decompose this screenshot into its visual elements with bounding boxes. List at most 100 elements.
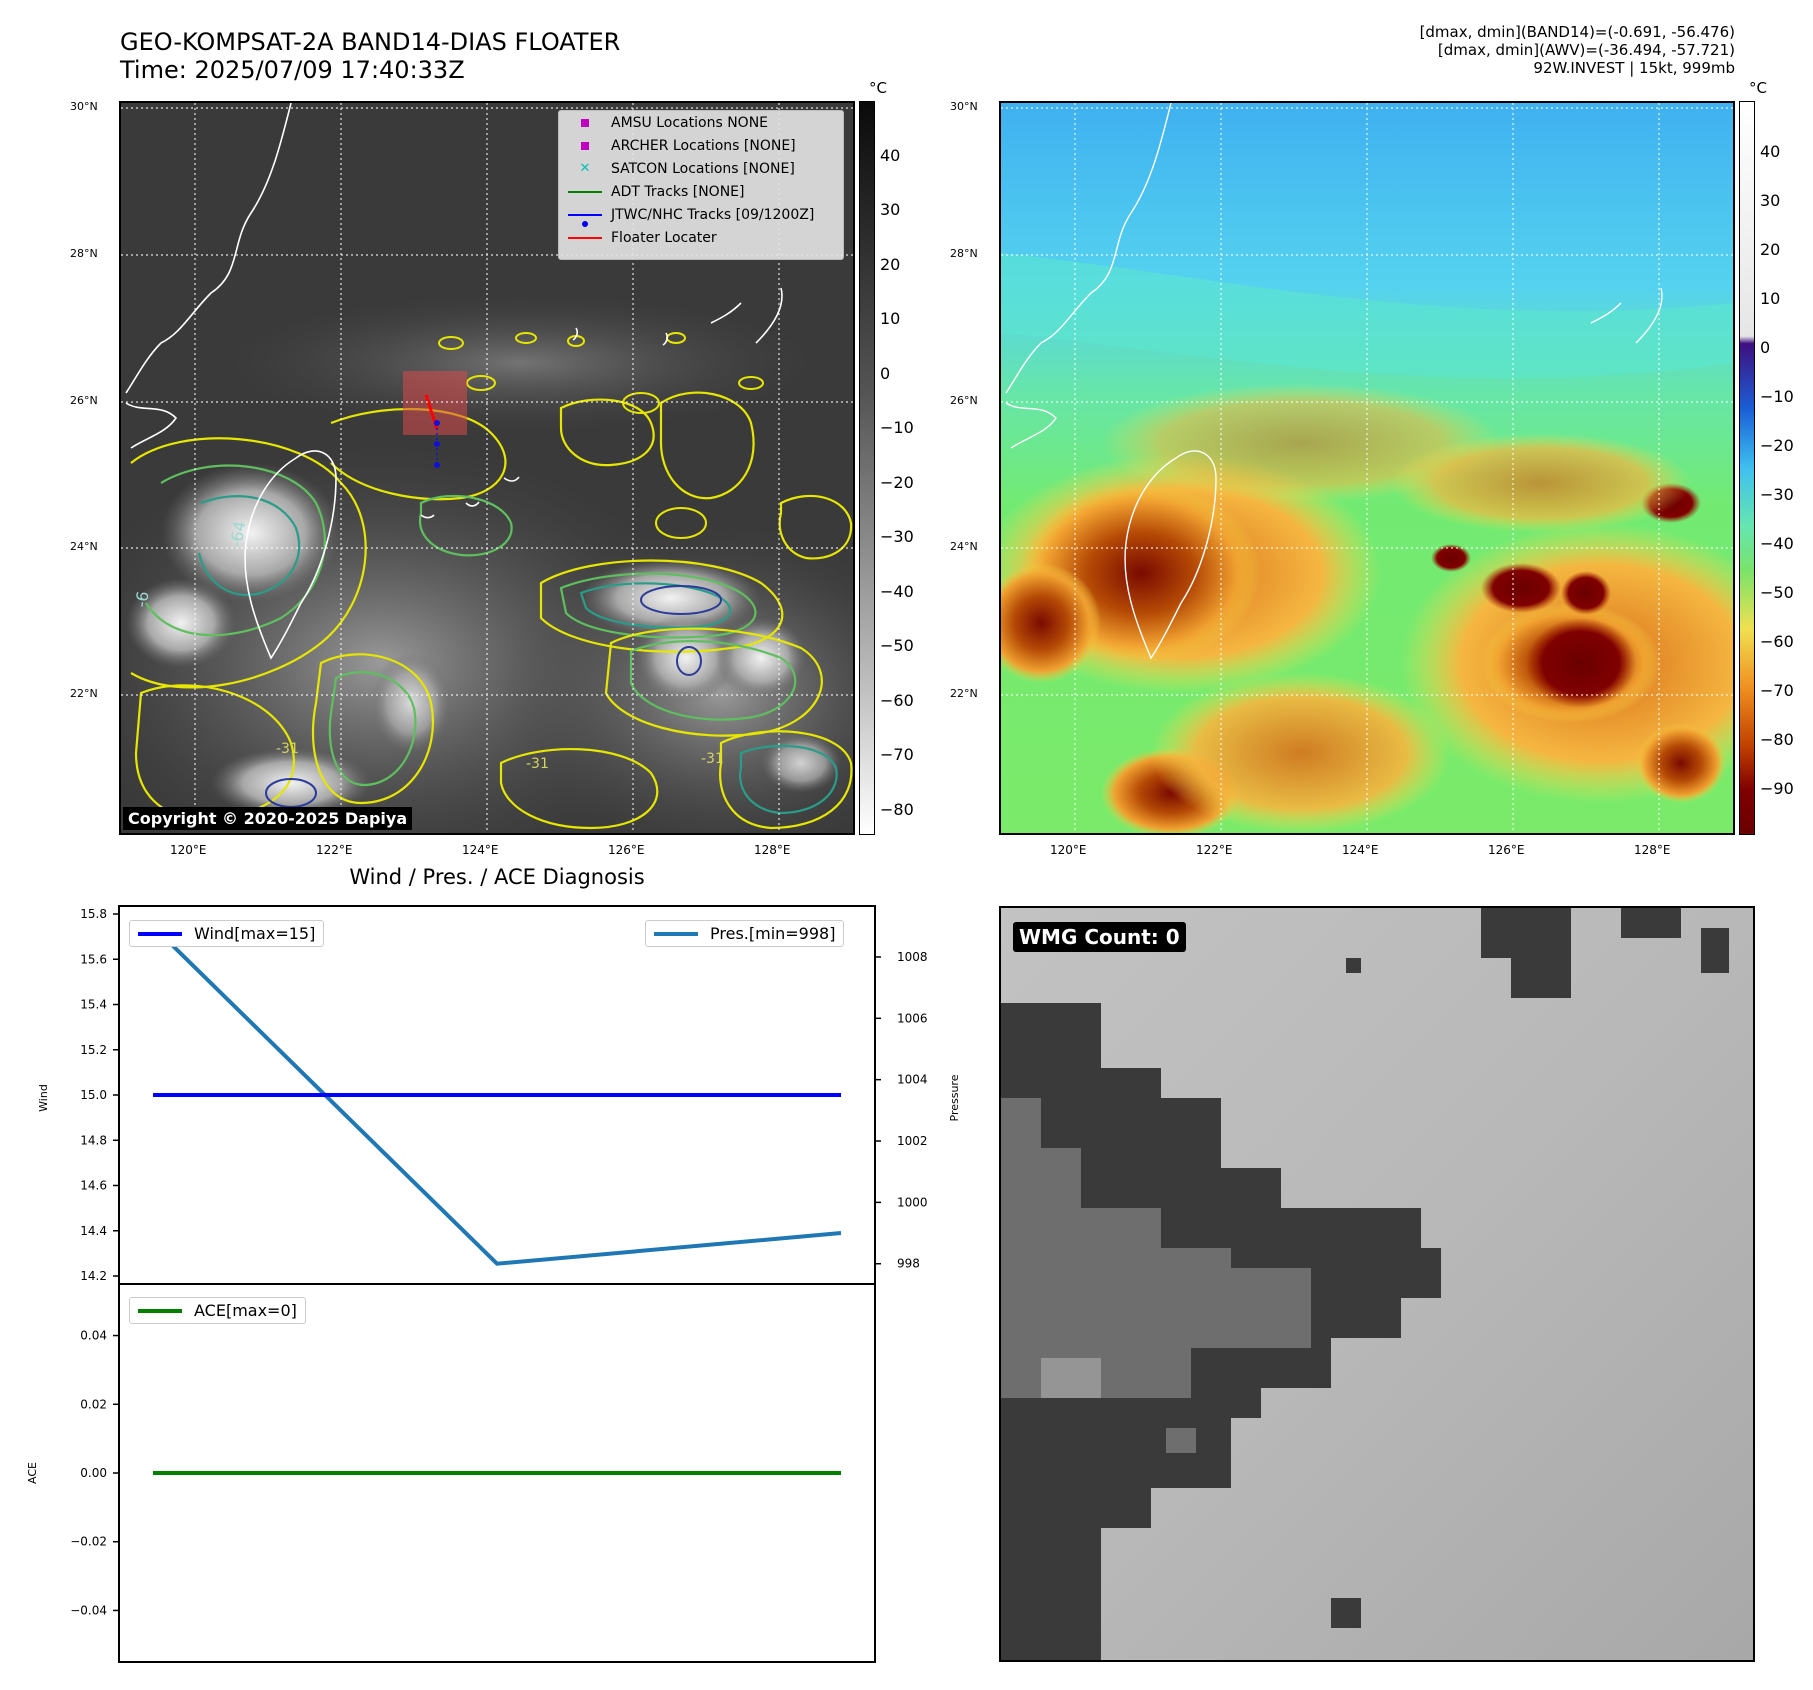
awv-lon-label: 126°E	[1488, 843, 1525, 857]
info-line-1: [dmax, dmin](BAND14)=(-0.691, -56.476)	[1419, 23, 1735, 41]
awv-colorbar-tick: 40	[1760, 142, 1781, 161]
wmg-image	[1001, 908, 1753, 1660]
awv-colorbar-unit: °C	[1749, 79, 1767, 97]
pres-line-icon	[654, 931, 698, 936]
ir-colorbar-tick: −80	[880, 800, 914, 819]
awv-colorbar-tick: −90	[1760, 779, 1794, 798]
awv-colorbar-tick: 0	[1760, 338, 1771, 357]
ir-colorbar-tick: −70	[880, 745, 914, 764]
contour-label: -31	[701, 751, 724, 767]
ace-tick-label: 0.00	[80, 1466, 107, 1480]
ir-lon-label: 124°E	[462, 843, 499, 857]
ace-tick-label: −0.04	[70, 1603, 107, 1617]
pres-legend: Pres.[min=998]	[645, 920, 845, 947]
wind-tick-label: 15.6	[80, 952, 107, 966]
wind-legend: Wind[max=15]	[129, 920, 325, 947]
legend-item-jtwc: JTWC/NHC Tracks [09/1200Z]	[559, 203, 843, 227]
pressure-axis-label: Pressure	[948, 1074, 960, 1121]
line-icon	[568, 190, 602, 193]
wind-line-icon	[138, 931, 182, 936]
legend-item-floater: Floater Locater	[559, 226, 843, 249]
ir-colorbar-tick: 0	[880, 364, 891, 383]
awv-satellite-image	[1001, 103, 1733, 833]
awv-lat-label: 30°N	[950, 100, 978, 113]
pressure-series-line	[151, 924, 842, 1266]
info-line-2: [dmax, dmin](AWV)=(-36.494, -57.721)	[1437, 41, 1735, 59]
awv-lat-label: 26°N	[950, 394, 978, 407]
pressure-tick-label: 1004	[897, 1073, 928, 1087]
awv-lat-label: 24°N	[950, 540, 978, 553]
awv-lon-label: 122°E	[1196, 843, 1233, 857]
wind-tick-label: 14.2	[80, 1269, 107, 1283]
legend-item-amsu: AMSU Locations NONE	[559, 111, 843, 134]
info-line-3: 92W.INVEST | 15kt, 999mb	[1533, 59, 1735, 77]
awv-colorbar-tick: −50	[1760, 583, 1794, 602]
awv-lon-label: 124°E	[1342, 843, 1379, 857]
pressure-tick-label: 998	[897, 1257, 920, 1271]
pressure-tick-label: 1002	[897, 1134, 928, 1148]
diagnosis-chart: 15.8 15.6 15.4 15.2 15.0 14.8 14.6 14.4 14.2 100…	[26, 905, 960, 1663]
line-icon	[568, 236, 602, 239]
wmg-count-label: WMG Count: 0	[1013, 922, 1186, 952]
ir-colorbar-tick: 40	[880, 146, 901, 165]
square-marker-icon	[581, 141, 589, 150]
ir-lon-label: 128°E	[754, 843, 791, 857]
ir-colorbar-unit: °C	[869, 79, 887, 97]
wind-tick-label: 15.4	[80, 998, 107, 1012]
diagnosis-title: Wind / Pres. / ACE Diagnosis	[349, 865, 645, 889]
wind-axis-label: Wind	[37, 1084, 50, 1112]
ir-colorbar-tick: 10	[880, 309, 901, 328]
awv-lon-label: 128°E	[1634, 843, 1671, 857]
ir-lat-label: 30°N	[70, 100, 98, 113]
ir-colorbar-tick: 20	[880, 255, 901, 274]
ace-tick-label: −0.02	[70, 1535, 107, 1549]
ir-satellite-panel: -64 -6 -31 -31 -31 AMSU Locations NONE A…	[119, 101, 855, 835]
ace-tick-label: 0.04	[80, 1329, 107, 1343]
ir-colorbar-tick: −60	[880, 691, 914, 710]
jtwc-track	[434, 420, 440, 468]
ir-legend: AMSU Locations NONE ARCHER Locations [NO…	[558, 110, 844, 260]
contour-label: -6	[131, 590, 152, 609]
ace-legend: ACE[max=0]	[129, 1297, 306, 1324]
awv-satellite-panel	[999, 101, 1735, 835]
pressure-tick-label: 1000	[897, 1195, 928, 1209]
contour-label: -31	[526, 756, 549, 772]
legend-item-archer: ARCHER Locations [NONE]	[559, 134, 843, 157]
wind-tick-label: 15.2	[80, 1043, 107, 1057]
ir-lat-label: 28°N	[70, 247, 98, 260]
awv-lat-label: 22°N	[950, 687, 978, 700]
awv-colorbar-tick: 10	[1760, 289, 1781, 308]
wmg-panel: WMG Count: 0	[999, 906, 1755, 1662]
title-line-2: Time: 2025/07/09 17:40:33Z	[120, 56, 465, 84]
line-dot-icon	[568, 213, 602, 216]
awv-colorbar-tick: 20	[1760, 240, 1781, 259]
wind-tick-label: 14.4	[80, 1224, 107, 1238]
pressure-tick-label: 1008	[897, 950, 928, 964]
x-marker-icon: ✕	[579, 161, 591, 176]
awv-colorbar-tick: −60	[1760, 632, 1794, 651]
ir-colorbar-tick: −40	[880, 582, 914, 601]
contour-label: -64	[226, 520, 249, 549]
awv-lat-label: 28°N	[950, 247, 978, 260]
awv-colorbar-tick: −20	[1760, 436, 1794, 455]
copyright-label: Copyright © 2020-2025 Dapiya	[123, 807, 413, 830]
wind-tick-label: 15.8	[80, 907, 107, 921]
ir-lat-label: 24°N	[70, 540, 98, 553]
ir-lat-label: 26°N	[70, 394, 98, 407]
awv-colorbar-tick: −80	[1760, 730, 1794, 749]
wind-tick-label: 15.0	[80, 1088, 107, 1102]
ir-colorbar-tick: −50	[880, 636, 914, 655]
square-marker-icon	[581, 118, 589, 127]
ir-colorbar-tick: −20	[880, 473, 914, 492]
awv-colorbar	[1739, 101, 1755, 835]
awv-colorbar-tick: −40	[1760, 534, 1794, 553]
pressure-tick-label: 1006	[897, 1011, 928, 1025]
ace-line-icon	[138, 1308, 182, 1313]
ace-tick-label: 0.02	[80, 1397, 107, 1411]
legend-item-satcon: ✕ SATCON Locations [NONE]	[559, 157, 843, 180]
awv-colorbar-tick: −30	[1760, 485, 1794, 504]
wind-tick-label: 14.6	[80, 1179, 107, 1193]
contour-label: -31	[276, 741, 299, 757]
awv-colorbar-tick: 30	[1760, 191, 1781, 210]
awv-lon-label: 120°E	[1050, 843, 1087, 857]
